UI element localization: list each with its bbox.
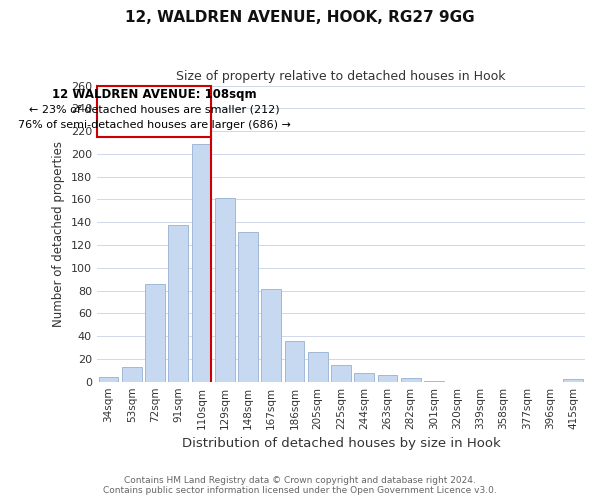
Text: Contains HM Land Registry data © Crown copyright and database right 2024.
Contai: Contains HM Land Registry data © Crown c… — [103, 476, 497, 495]
Bar — [262, 290, 281, 382]
Bar — [354, 372, 374, 382]
Bar — [122, 367, 142, 382]
Text: 76% of semi-detached houses are larger (686) →: 76% of semi-detached houses are larger (… — [18, 120, 290, 130]
Bar — [169, 224, 188, 382]
Title: Size of property relative to detached houses in Hook: Size of property relative to detached ho… — [176, 70, 506, 83]
X-axis label: Distribution of detached houses by size in Hook: Distribution of detached houses by size … — [182, 437, 500, 450]
Bar — [284, 340, 304, 382]
Y-axis label: Number of detached properties: Number of detached properties — [52, 140, 65, 326]
Text: 12, WALDREN AVENUE, HOOK, RG27 9GG: 12, WALDREN AVENUE, HOOK, RG27 9GG — [125, 10, 475, 25]
Bar — [238, 232, 258, 382]
Bar — [145, 284, 165, 382]
Bar — [401, 378, 421, 382]
Bar — [563, 380, 583, 382]
Bar — [377, 375, 397, 382]
Bar — [191, 144, 211, 382]
Text: 12 WALDREN AVENUE: 108sqm: 12 WALDREN AVENUE: 108sqm — [52, 88, 256, 101]
Bar — [331, 364, 351, 382]
Bar — [97, 86, 211, 137]
Bar — [98, 377, 118, 382]
Bar — [308, 352, 328, 382]
Bar — [424, 380, 444, 382]
Text: ← 23% of detached houses are smaller (212): ← 23% of detached houses are smaller (21… — [29, 105, 280, 115]
Bar — [215, 198, 235, 382]
